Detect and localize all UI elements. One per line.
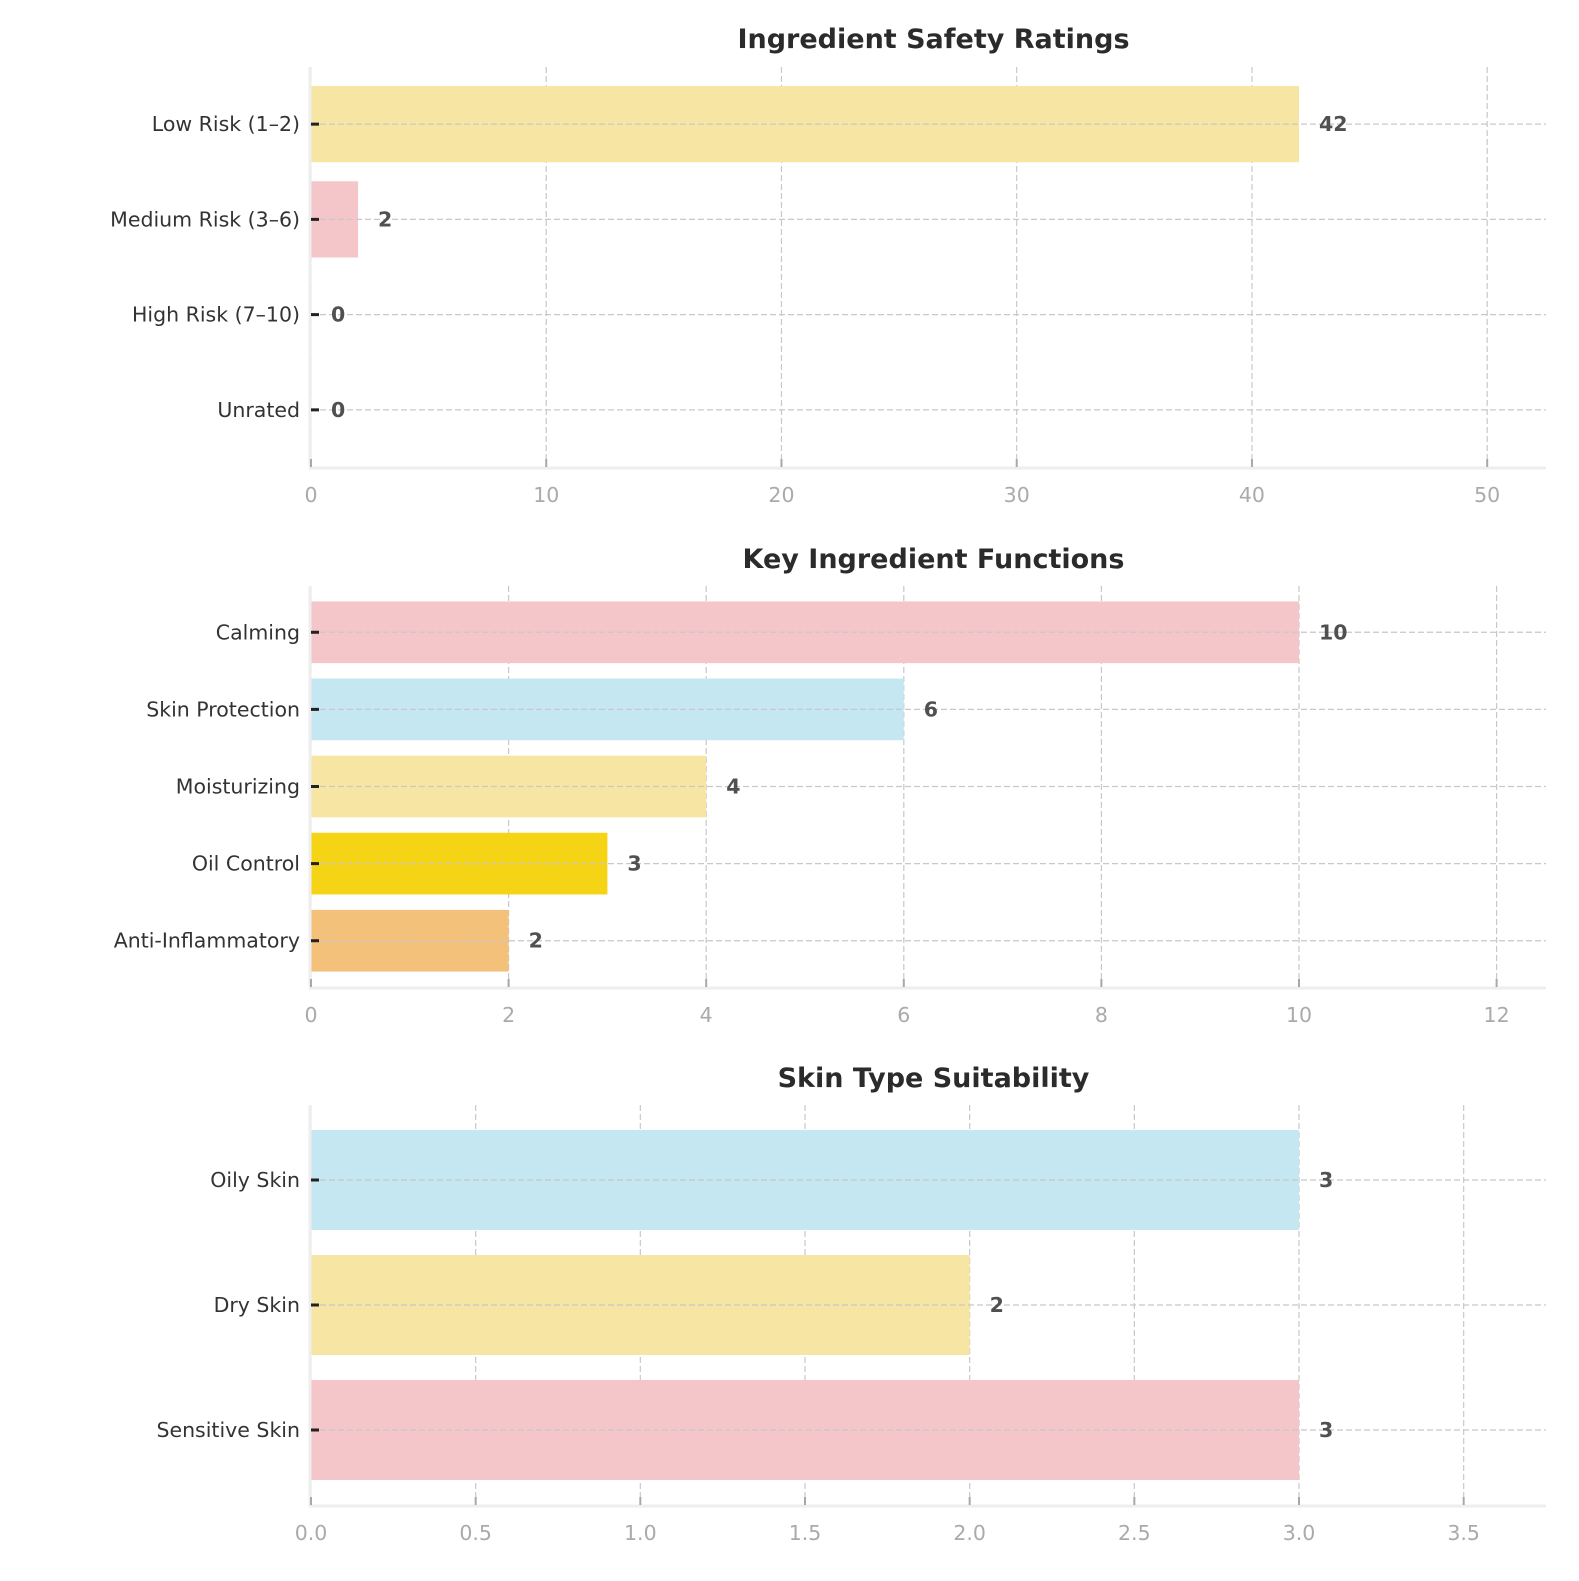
x-tick-label: 40	[1239, 483, 1265, 507]
x-tick-label: 3.5	[1447, 1521, 1480, 1545]
x-tick-label: 3.0	[1283, 1521, 1316, 1545]
y-tick-label: Sensitive Skin	[156, 1418, 300, 1442]
x-tick-label: 2	[502, 1003, 515, 1027]
y-tick-label: Low Risk (1–2)	[152, 112, 300, 136]
bar-value-label: 3	[1319, 1168, 1333, 1192]
x-tick-label: 2.5	[1118, 1521, 1151, 1545]
x-tick-label: 0	[304, 483, 317, 507]
bar-value-label: 10	[1319, 620, 1348, 644]
x-tick-label: 12	[1484, 1003, 1510, 1027]
bar-value-label: 6	[924, 697, 938, 721]
skin-type-panel: Skin Type Suitability 3 2 3 Oily Skin Dry S…	[156, 1063, 1546, 1545]
y-tick-label: Anti-Inflammatory	[114, 929, 300, 953]
y-tick-label: Dry Skin	[214, 1293, 300, 1317]
x-tick-label: 10	[1286, 1003, 1312, 1027]
y-tick-label: Calming	[216, 620, 300, 644]
bar-value-label: 2	[529, 929, 543, 953]
y-tick-label: Medium Risk (3–6)	[110, 207, 300, 231]
x-tick-label: 1.0	[624, 1521, 657, 1545]
y-tick-label: Oily Skin	[210, 1168, 300, 1192]
x-tick-label: 0.5	[459, 1521, 492, 1545]
x-tick-label: 0	[304, 1003, 317, 1027]
bar-value-label: 0	[331, 303, 345, 327]
x-tick-label: 8	[1095, 1003, 1108, 1027]
x-tick-label: 6	[897, 1003, 910, 1027]
y-tick-label: Oil Control	[192, 852, 300, 876]
y-tick-label: Unrated	[217, 398, 300, 422]
bar-value-label: 0	[331, 398, 345, 422]
bar	[311, 678, 904, 741]
chart-title: Ingredient Safety Ratings	[737, 24, 1129, 55]
x-tick-label: 20	[768, 483, 794, 507]
chart-title: Skin Type Suitability	[778, 1063, 1090, 1094]
x-tick-label: 4	[700, 1003, 713, 1027]
x-tick-label: 50	[1474, 483, 1500, 507]
y-tick-label: Moisturizing	[176, 775, 300, 799]
x-tick-label: 30	[1004, 483, 1030, 507]
chart-title: Key Ingredient Functions	[743, 544, 1125, 575]
y-tick-label: High Risk (7–10)	[132, 303, 300, 327]
bar-value-label: 4	[726, 775, 740, 799]
bar-value-label: 2	[990, 1293, 1004, 1317]
bar-value-label: 2	[378, 207, 392, 231]
bar-value-label: 3	[627, 852, 641, 876]
bar-value-label: 3	[1319, 1418, 1333, 1442]
ingredient-functions-panel: Key Ingredient Functions 10 6 4 3 2 Calming S…	[114, 544, 1546, 1027]
bar-value-label: 42	[1319, 112, 1348, 136]
x-tick-label: 1.5	[789, 1521, 822, 1545]
x-tick-label: 0.0	[295, 1521, 328, 1545]
x-tick-label: 2.0	[953, 1521, 986, 1545]
y-tick-label: Skin Protection	[146, 697, 300, 721]
x-tick-label: 10	[533, 483, 559, 507]
